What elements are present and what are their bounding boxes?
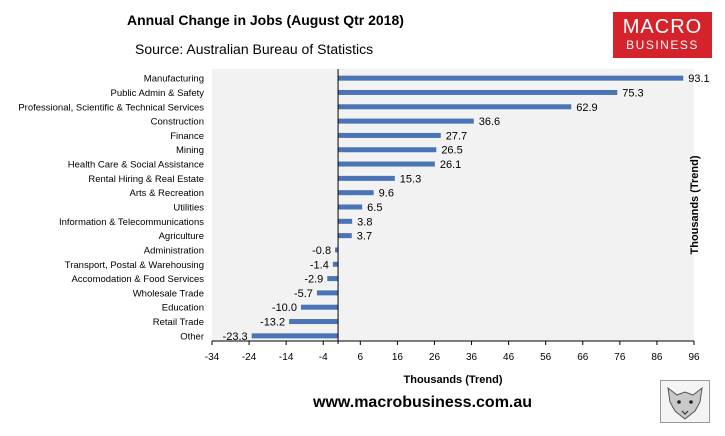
logo-line-2: BUSINESS (626, 38, 699, 52)
x-tick-label: 76 (614, 352, 626, 363)
category-label: Finance (170, 131, 204, 142)
data-label: -13.2 (260, 317, 285, 329)
chart-title: Annual Change in Jobs (August Qtr 2018) (127, 12, 404, 28)
bar-16 (300, 304, 339, 310)
bar-14 (327, 276, 339, 282)
x-tick-label: 36 (466, 352, 478, 363)
bar-11 (338, 233, 352, 239)
x-tick-label: 96 (688, 352, 700, 363)
data-label: 62.9 (576, 102, 597, 114)
category-label: Information & Telecommunications (59, 217, 204, 228)
right-axis-title: Thousands (Trend) (689, 155, 701, 254)
category-label: Retail Trade (153, 317, 204, 328)
category-label: Mining (176, 145, 204, 156)
macrobusiness-logo: MACRO BUSINESS (613, 12, 712, 58)
category-label: Education (162, 303, 204, 314)
bar-5 (338, 147, 437, 153)
data-label: 3.8 (357, 216, 372, 228)
category-label: Arts & Recreation (130, 188, 204, 199)
data-label: 36.6 (479, 116, 500, 128)
bar-10 (338, 218, 353, 224)
bar-8 (338, 190, 374, 196)
data-label: 6.5 (367, 202, 382, 214)
category-label: Construction (151, 117, 204, 128)
data-label: -1.4 (310, 259, 329, 271)
bar-7 (338, 175, 395, 181)
category-label: Public Admin & Safety (111, 88, 205, 99)
bar-9 (338, 204, 363, 210)
bars-group: Manufacturing 93.1 Public Admin & Safety 75… (18, 73, 709, 343)
data-label: 93.1 (688, 73, 709, 85)
category-label: Administration (144, 245, 204, 256)
category-label: Utilities (173, 203, 204, 214)
bar-0 (338, 75, 684, 81)
x-tick-label: 86 (651, 352, 663, 363)
x-tick-label: 46 (503, 352, 515, 363)
x-tick-label: 16 (392, 352, 404, 363)
category-label: Manufacturing (144, 74, 204, 85)
data-label: -5.7 (294, 288, 313, 300)
data-label: 26.1 (440, 159, 461, 171)
chart-subtitle: Source: Australian Bureau of Statistics (135, 41, 374, 57)
data-label: 3.7 (357, 231, 372, 243)
bar-2 (338, 104, 572, 110)
data-label: 75.3 (622, 87, 643, 99)
logo-line-1: MACRO (622, 16, 703, 38)
website-url: www.macrobusiness.com.au (313, 394, 533, 411)
x-axis-ticks: -34 -24 -14 -4 6 16 26 36 46 56 66 76 86 96 (205, 341, 700, 363)
x-tick-label: 26 (429, 352, 441, 363)
x-tick-label: 66 (577, 352, 589, 363)
x-tick-label: -4 (319, 352, 328, 363)
data-label: -2.9 (304, 274, 323, 286)
data-label: -10.0 (272, 302, 297, 314)
x-tick-label: -34 (205, 352, 220, 363)
category-label: Professional, Scientific & Technical Ser… (18, 102, 204, 113)
category-label: Wholesale Trade (133, 288, 204, 299)
x-tick-label: -24 (242, 352, 257, 363)
category-label: Accomodation & Food Services (71, 274, 204, 285)
bar-13 (332, 261, 339, 267)
bar-17 (289, 319, 339, 325)
category-label: Rental Hiring & Real Estate (88, 174, 204, 185)
plot-area (212, 69, 694, 341)
data-label: 15.3 (400, 173, 421, 185)
category-label: Transport, Postal & Warehousing (65, 260, 204, 271)
bar-12 (335, 247, 339, 253)
x-tick-label: 6 (358, 352, 364, 363)
bar-1 (338, 89, 618, 95)
bar-6 (338, 161, 435, 167)
data-label: 27.7 (446, 130, 467, 142)
x-tick-label: 56 (540, 352, 552, 363)
category-label: Agriculture (159, 231, 204, 242)
wolf-mascot-icon (660, 380, 710, 423)
data-label: -23.3 (223, 331, 248, 343)
bar-4 (338, 132, 441, 138)
bar-3 (338, 118, 474, 124)
x-axis-title: Thousands (Trend) (404, 374, 503, 386)
data-label: 9.6 (379, 188, 394, 200)
x-tick-label: -14 (279, 352, 294, 363)
data-label: -0.8 (312, 245, 331, 257)
category-label: Health Care & Social Assistance (68, 160, 204, 171)
bar-15 (316, 290, 339, 296)
category-label: Other (180, 331, 204, 342)
data-label: 26.5 (441, 145, 462, 157)
bar-18 (251, 333, 339, 339)
